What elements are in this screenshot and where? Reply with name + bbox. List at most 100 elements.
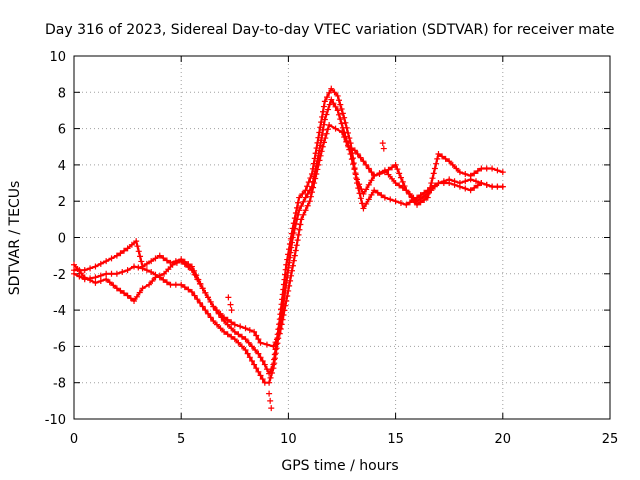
data-point [172,258,179,265]
data-point [376,170,383,177]
data-point [424,194,431,201]
data-point [103,258,110,265]
data-point [305,179,312,186]
data-point [322,135,329,142]
data-point [300,211,307,218]
data-point [304,190,311,197]
data-point [263,341,270,348]
data-point [97,278,104,285]
x-tick-label: 5 [177,432,185,447]
data-point [257,339,264,346]
data-point [273,345,280,352]
data-point [113,270,120,277]
data-point [284,292,291,299]
data-point [328,85,335,92]
data-point [348,156,355,163]
data-point [321,116,328,123]
y-tick-label: 8 [58,86,66,101]
data-point [128,241,135,248]
data-point [351,147,358,154]
data-point [268,370,275,377]
data-point [228,319,235,326]
data-point [411,198,418,205]
data-point [365,165,372,172]
data-point [136,289,143,296]
data-point [235,331,242,338]
data-point [188,263,195,270]
y-tick-label: 0 [58,232,66,247]
data-point [337,101,344,108]
data-point [213,321,220,328]
data-point [299,190,306,197]
data-point [396,170,403,177]
x-tick-label: 25 [602,432,619,447]
data-point [320,103,327,110]
data-point [160,255,167,262]
data-point [380,145,387,152]
data-point [439,153,446,160]
data-point [417,199,424,206]
data-point [161,270,168,277]
data-point [341,114,348,121]
data-point [81,276,88,283]
data-point [163,257,170,264]
data-point [414,201,421,208]
y-tick-label: 6 [58,123,66,138]
data-point [156,274,163,281]
data-point [471,170,478,177]
data-point [261,361,268,368]
data-point [332,125,339,132]
data-point [473,178,479,185]
data-point [320,121,327,128]
data-point [462,178,469,185]
data-point [167,281,174,288]
y-tick-label: -4 [53,304,66,319]
data-point [357,154,364,161]
data-point [117,250,124,257]
data-point [288,272,295,279]
data-point [363,200,370,207]
data-point [392,180,399,187]
data-point [148,268,155,275]
data-point [499,169,506,176]
data-point [97,272,104,279]
data-point [221,314,228,321]
data-point [255,336,262,343]
data-point [315,161,322,168]
data-point [347,151,354,158]
data-point [196,299,203,306]
data-point [429,175,436,182]
data-point [231,328,238,335]
data-point [188,288,195,295]
data-point [246,327,253,334]
y-tick-label: 10 [49,50,66,65]
data-point [268,405,275,412]
data-point [255,368,262,375]
data-point [207,314,214,321]
data-point [106,279,113,286]
data-point [252,347,259,354]
data-point [281,307,288,314]
data-point [360,158,367,165]
data-point [430,170,437,177]
data-point [108,270,115,277]
data-point [103,270,110,277]
data-point [349,155,356,162]
data-point [324,126,331,133]
data-point [133,238,140,245]
data-point [334,92,341,99]
data-point [462,185,469,192]
data-point [360,205,367,212]
data-point [345,143,352,150]
data-point [272,339,279,346]
data-point [446,158,453,165]
data-point [195,276,202,283]
data-point [205,310,211,317]
data-point [185,261,192,268]
data-point [127,295,134,302]
data-point [338,120,345,127]
data-point [352,171,359,178]
data-point [276,330,283,337]
data-point [392,198,399,205]
